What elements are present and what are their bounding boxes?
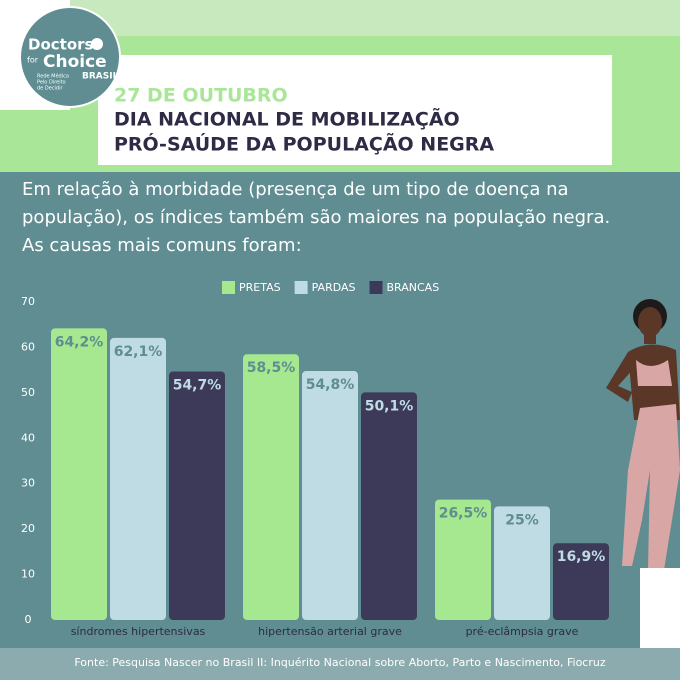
legend-label: PRETAS: [239, 281, 281, 294]
value-label: 50,1%: [365, 398, 414, 414]
logo-tagline: Rede Médica: [37, 73, 69, 80]
x-tick-label: hipertensão arterial grave: [258, 625, 402, 638]
bar: [169, 371, 225, 620]
x-tick-label: pré-eclâmpsia grave: [466, 625, 579, 638]
title: PRÓ-SAÚDE DA POPULAÇÃO NEGRA: [114, 132, 494, 156]
logo-text: Doctors: [28, 36, 94, 54]
logo-tagline: Pelo Direito: [37, 80, 66, 86]
bar: [243, 354, 299, 620]
date: 27 DE OUTUBRO: [114, 85, 288, 107]
bar: [51, 328, 107, 620]
legend-swatch: [294, 281, 308, 294]
value-label: 54,8%: [306, 377, 355, 393]
logo: [19, 6, 121, 108]
top-strip: [70, 0, 680, 36]
y-tick-label: 20: [21, 522, 35, 535]
bar: [494, 506, 550, 620]
value-label: 54,7%: [173, 378, 222, 394]
legend-swatch: [369, 281, 383, 294]
bar: [302, 371, 358, 620]
y-tick-label: 60: [21, 340, 35, 353]
value-label: 16,9%: [557, 549, 606, 565]
title: DIA NACIONAL DE MOBILIZAÇÃO: [114, 107, 460, 131]
logo-check: [91, 38, 103, 50]
value-label: 62,1%: [114, 344, 163, 360]
y-tick-label: 70: [21, 295, 35, 308]
bar: [110, 337, 166, 620]
logo-tagline: de Decidir: [37, 86, 63, 92]
legend-swatch: [222, 281, 235, 294]
source: Fonte: Pesquisa Nascer no Brasil II: Inq…: [74, 656, 605, 669]
legend-label: PARDAS: [312, 281, 356, 294]
logo-text: for: [27, 56, 39, 65]
y-tick-label: 50: [21, 386, 35, 399]
intro: população), os índices também são maiore…: [22, 207, 610, 228]
logo-text: Choice: [43, 52, 107, 72]
logo-text: BRASIL: [82, 72, 119, 82]
intro: Em relação à morbidade (presença de um t…: [22, 179, 569, 200]
bar: [361, 392, 417, 620]
value-label: 64,2%: [55, 334, 104, 350]
value-label: 26,5%: [439, 506, 488, 522]
value-label: 58,5%: [247, 360, 296, 376]
illustration: [606, 299, 680, 570]
bar: [553, 543, 609, 620]
y-tick-label: 30: [21, 477, 35, 490]
y-tick-label: 10: [21, 568, 35, 581]
corner: [640, 568, 680, 648]
y-tick-label: 0: [25, 613, 32, 626]
legend-label: BRANCAS: [387, 281, 440, 294]
bar: [435, 499, 491, 620]
value-label: 25%: [505, 512, 539, 528]
title-box: [98, 55, 612, 165]
y-tick-label: 40: [21, 431, 35, 444]
footer: [0, 648, 680, 680]
x-tick-label: síndromes hipertensivas: [71, 625, 206, 638]
intro: As causas mais comuns foram:: [22, 235, 302, 256]
